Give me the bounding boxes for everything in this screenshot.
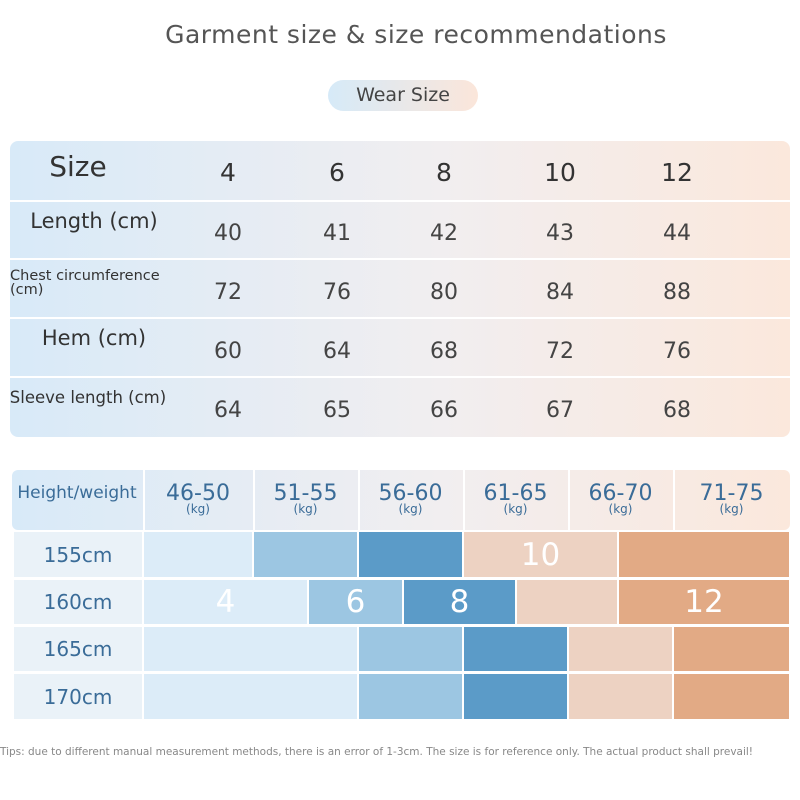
cell-value: 64 — [323, 338, 351, 364]
weight-range: 51-55 — [273, 480, 338, 506]
size-block — [359, 532, 462, 577]
cell-value: 67 — [546, 398, 574, 423]
header-size: 4 — [220, 158, 236, 187]
height-cell: 155cm — [14, 532, 142, 577]
size-block — [674, 674, 789, 719]
weight-unit: (kg) — [503, 502, 528, 516]
cell-value: 68 — [430, 338, 458, 364]
cell-value: 43 — [546, 221, 574, 246]
size-block — [674, 627, 789, 671]
cell-value: 60 — [214, 338, 242, 364]
cell-value: 44 — [663, 221, 691, 246]
row-label: Hem (cm) — [41, 326, 147, 350]
size-table — [10, 141, 790, 437]
size-block — [359, 674, 462, 719]
cell-value: 80 — [430, 279, 458, 305]
header-size: 10 — [544, 158, 576, 187]
size-block — [464, 674, 567, 719]
row-label: Sleeve length (cm) — [9, 388, 167, 407]
weight-unit: (kg) — [186, 502, 210, 516]
height-cell: 160cm — [14, 580, 142, 624]
size-block — [359, 627, 462, 671]
recommend-header — [12, 470, 790, 530]
size-block — [144, 674, 357, 719]
weight-range: 66-70 — [588, 480, 653, 506]
tips: Tips: due to different manual measuremen… — [0, 746, 754, 758]
size-block: 4 — [144, 580, 307, 624]
row-label: Length (cm) — [30, 208, 158, 233]
cell-value: 72 — [214, 279, 242, 305]
height-cell: 170cm — [14, 674, 142, 719]
cell-value: 65 — [323, 398, 351, 423]
height-cell: 165cm — [14, 627, 142, 671]
cell-value: 64 — [214, 398, 242, 423]
row-divider — [10, 376, 790, 378]
weight-range: 61-65 — [483, 480, 548, 506]
header-size: 12 — [661, 158, 693, 187]
size-block: 12 — [619, 580, 789, 624]
size-block — [569, 674, 672, 719]
size-block — [464, 627, 567, 671]
cell-value: 66 — [430, 398, 458, 423]
col-divider — [463, 470, 465, 530]
weight-range: 71-75 — [699, 480, 764, 506]
size-block: 8 — [404, 580, 515, 624]
size-block — [619, 532, 789, 577]
row-label: Chest circumference (cm) — [10, 267, 160, 298]
row-divider — [10, 258, 790, 260]
size-block — [254, 532, 357, 577]
title: Garment size & size recommendations — [165, 20, 667, 49]
cell-value: 42 — [430, 221, 458, 246]
weight-unit: (kg) — [608, 502, 633, 516]
col-divider — [673, 470, 675, 530]
weight-range: 56-60 — [378, 480, 443, 506]
cell-value: 72 — [546, 338, 574, 364]
size-block — [569, 627, 672, 671]
corner-label: Height/weight — [17, 482, 137, 503]
size-block — [144, 532, 252, 577]
weight-unit: (kg) — [293, 502, 318, 516]
row-divider — [10, 317, 790, 319]
size-block — [144, 627, 357, 671]
cell-value: 41 — [323, 221, 351, 246]
cell-value: 76 — [663, 338, 691, 364]
weight-unit: (kg) — [398, 502, 423, 516]
col-divider — [143, 470, 145, 530]
cell-value: 40 — [214, 221, 242, 246]
cell-value: 84 — [546, 279, 574, 305]
cell-value: 68 — [663, 398, 691, 423]
col-divider — [358, 470, 360, 530]
size-block: 10 — [464, 532, 617, 577]
header-size: 8 — [436, 158, 452, 187]
badge: Wear Size — [328, 80, 478, 111]
size-block: 6 — [309, 580, 402, 624]
row-divider — [10, 200, 790, 202]
cell-value: 76 — [323, 279, 351, 305]
size-block — [517, 580, 617, 624]
weight-unit: (kg) — [719, 502, 744, 516]
weight-range: 46-50 — [166, 480, 230, 506]
cell-value: 88 — [663, 279, 691, 305]
col-divider — [568, 470, 570, 530]
header-size: 6 — [329, 158, 345, 187]
col-divider — [253, 470, 255, 530]
header-label: Size — [49, 149, 107, 183]
